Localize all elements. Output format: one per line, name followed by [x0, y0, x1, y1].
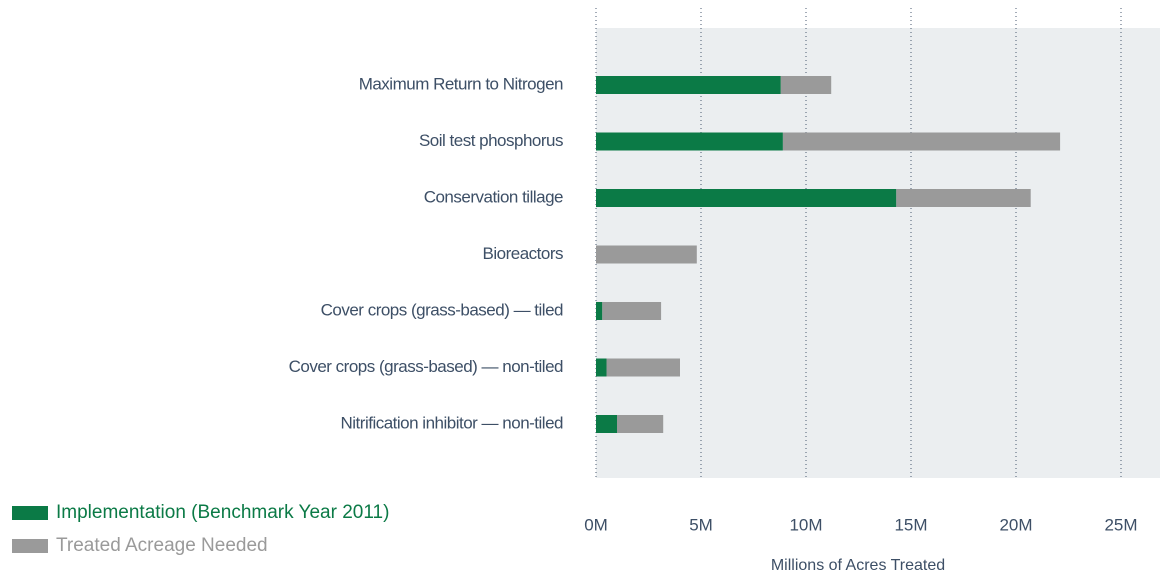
y-tick-label: Cover crops (grass-based) — tiled [321, 300, 563, 319]
x-tick-label: 0M [584, 515, 608, 534]
y-tick-label: Nitrification inhibitor — non-tiled [341, 413, 564, 432]
bar [602, 302, 662, 320]
x-axis-label: Millions of Acres Treated [771, 557, 945, 574]
bar [896, 189, 1031, 207]
x-tick-label: 5M [689, 515, 713, 534]
x-tick-label: 15M [894, 515, 927, 534]
legend-label: Implementation (Benchmark Year 2011) [56, 502, 389, 523]
bar [617, 415, 664, 433]
bar [596, 302, 603, 320]
y-tick-label: Maximum Return to Nitrogen [359, 74, 563, 93]
legend-label: Treated Acreage Needed [56, 535, 268, 556]
bar [596, 132, 783, 151]
x-tick-label: 20M [999, 515, 1032, 534]
bar [596, 76, 781, 94]
bar [780, 76, 832, 94]
bar [596, 245, 697, 264]
y-tick-label: Conservation tillage [424, 187, 563, 206]
legend-swatch [12, 506, 48, 520]
bar [596, 189, 897, 207]
y-tick-label: Cover crops (grass-based) — non-tiled [289, 357, 563, 376]
x-tick-label: 25M [1104, 515, 1137, 534]
x-tick-label: 10M [789, 515, 822, 534]
bar [606, 358, 680, 377]
bar [596, 358, 607, 377]
legend-swatch [12, 539, 48, 553]
y-tick-label: Soil test phosphorus [419, 131, 563, 150]
y-tick-label: Bioreactors [483, 244, 563, 263]
bar [782, 132, 1061, 151]
bar [596, 415, 617, 433]
